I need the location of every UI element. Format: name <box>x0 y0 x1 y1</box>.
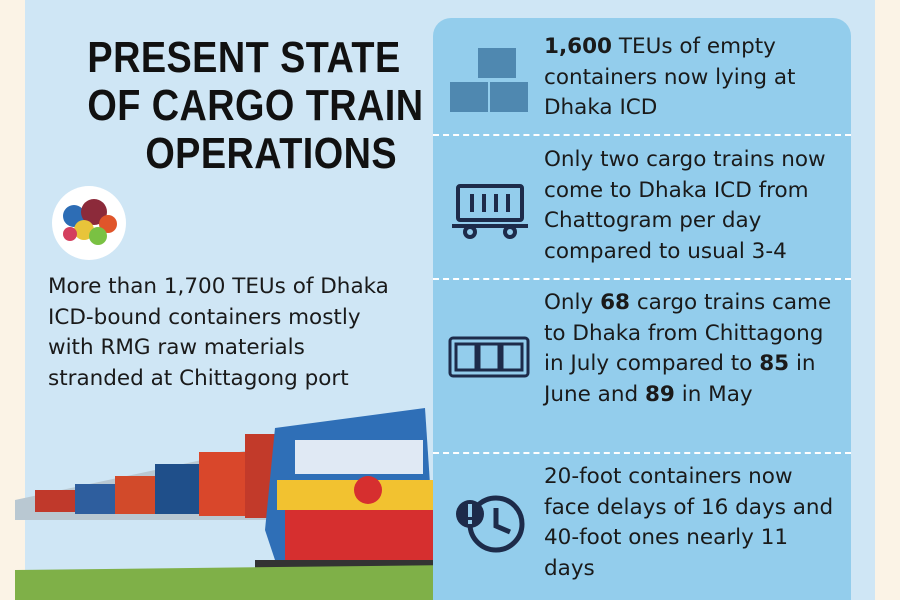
fact-item: Only two cargo trains now come to Dhaka … <box>544 145 844 267</box>
title-line: PRESENT STATE <box>87 33 401 82</box>
fact-item: 1,600 TEUs of empty containers now lying… <box>544 32 844 124</box>
counter-icon <box>448 336 530 378</box>
containers-icon <box>450 48 528 112</box>
divider <box>433 278 851 280</box>
fact-item: 20-foot containers now face delays of 16… <box>544 462 844 584</box>
fact-text: cargo trains came to Dhaka from Chittago… <box>544 290 832 376</box>
fact-text: 20-foot containers now face delays of 16… <box>544 464 834 581</box>
wagon-icon <box>452 184 528 239</box>
divider <box>433 452 851 454</box>
left-text: More than 1,700 TEUs of Dhaka ICD-bound … <box>48 274 389 391</box>
facts-panel <box>433 18 851 600</box>
yarn-graphic <box>63 199 117 245</box>
yarn-icon <box>52 186 126 260</box>
fact-highlight: 85 <box>759 351 790 376</box>
train-illustration <box>15 408 455 600</box>
fact-text: Only <box>544 290 594 315</box>
title: PRESENT STATE OF CARGO TRAIN OPERATIONS <box>37 33 424 178</box>
title-line: OF CARGO TRAIN <box>87 81 424 130</box>
fact-text: Only two cargo trains now come to Dhaka … <box>544 147 826 264</box>
divider <box>433 134 851 136</box>
fact-text: in May <box>681 381 753 407</box>
fact-item: Only 68 cargo trains came to Dhaka from … <box>544 288 844 410</box>
fact-text: TEUs of empty containers now lying at Dh… <box>544 34 796 120</box>
fact-highlight: 89 <box>644 381 675 407</box>
fact-highlight: 68 <box>600 290 631 315</box>
title-line: OPERATIONS <box>145 129 397 178</box>
fact-text: in June and <box>544 351 816 407</box>
clock-icon <box>456 495 525 553</box>
fact-highlight: 1,600 <box>544 34 613 59</box>
